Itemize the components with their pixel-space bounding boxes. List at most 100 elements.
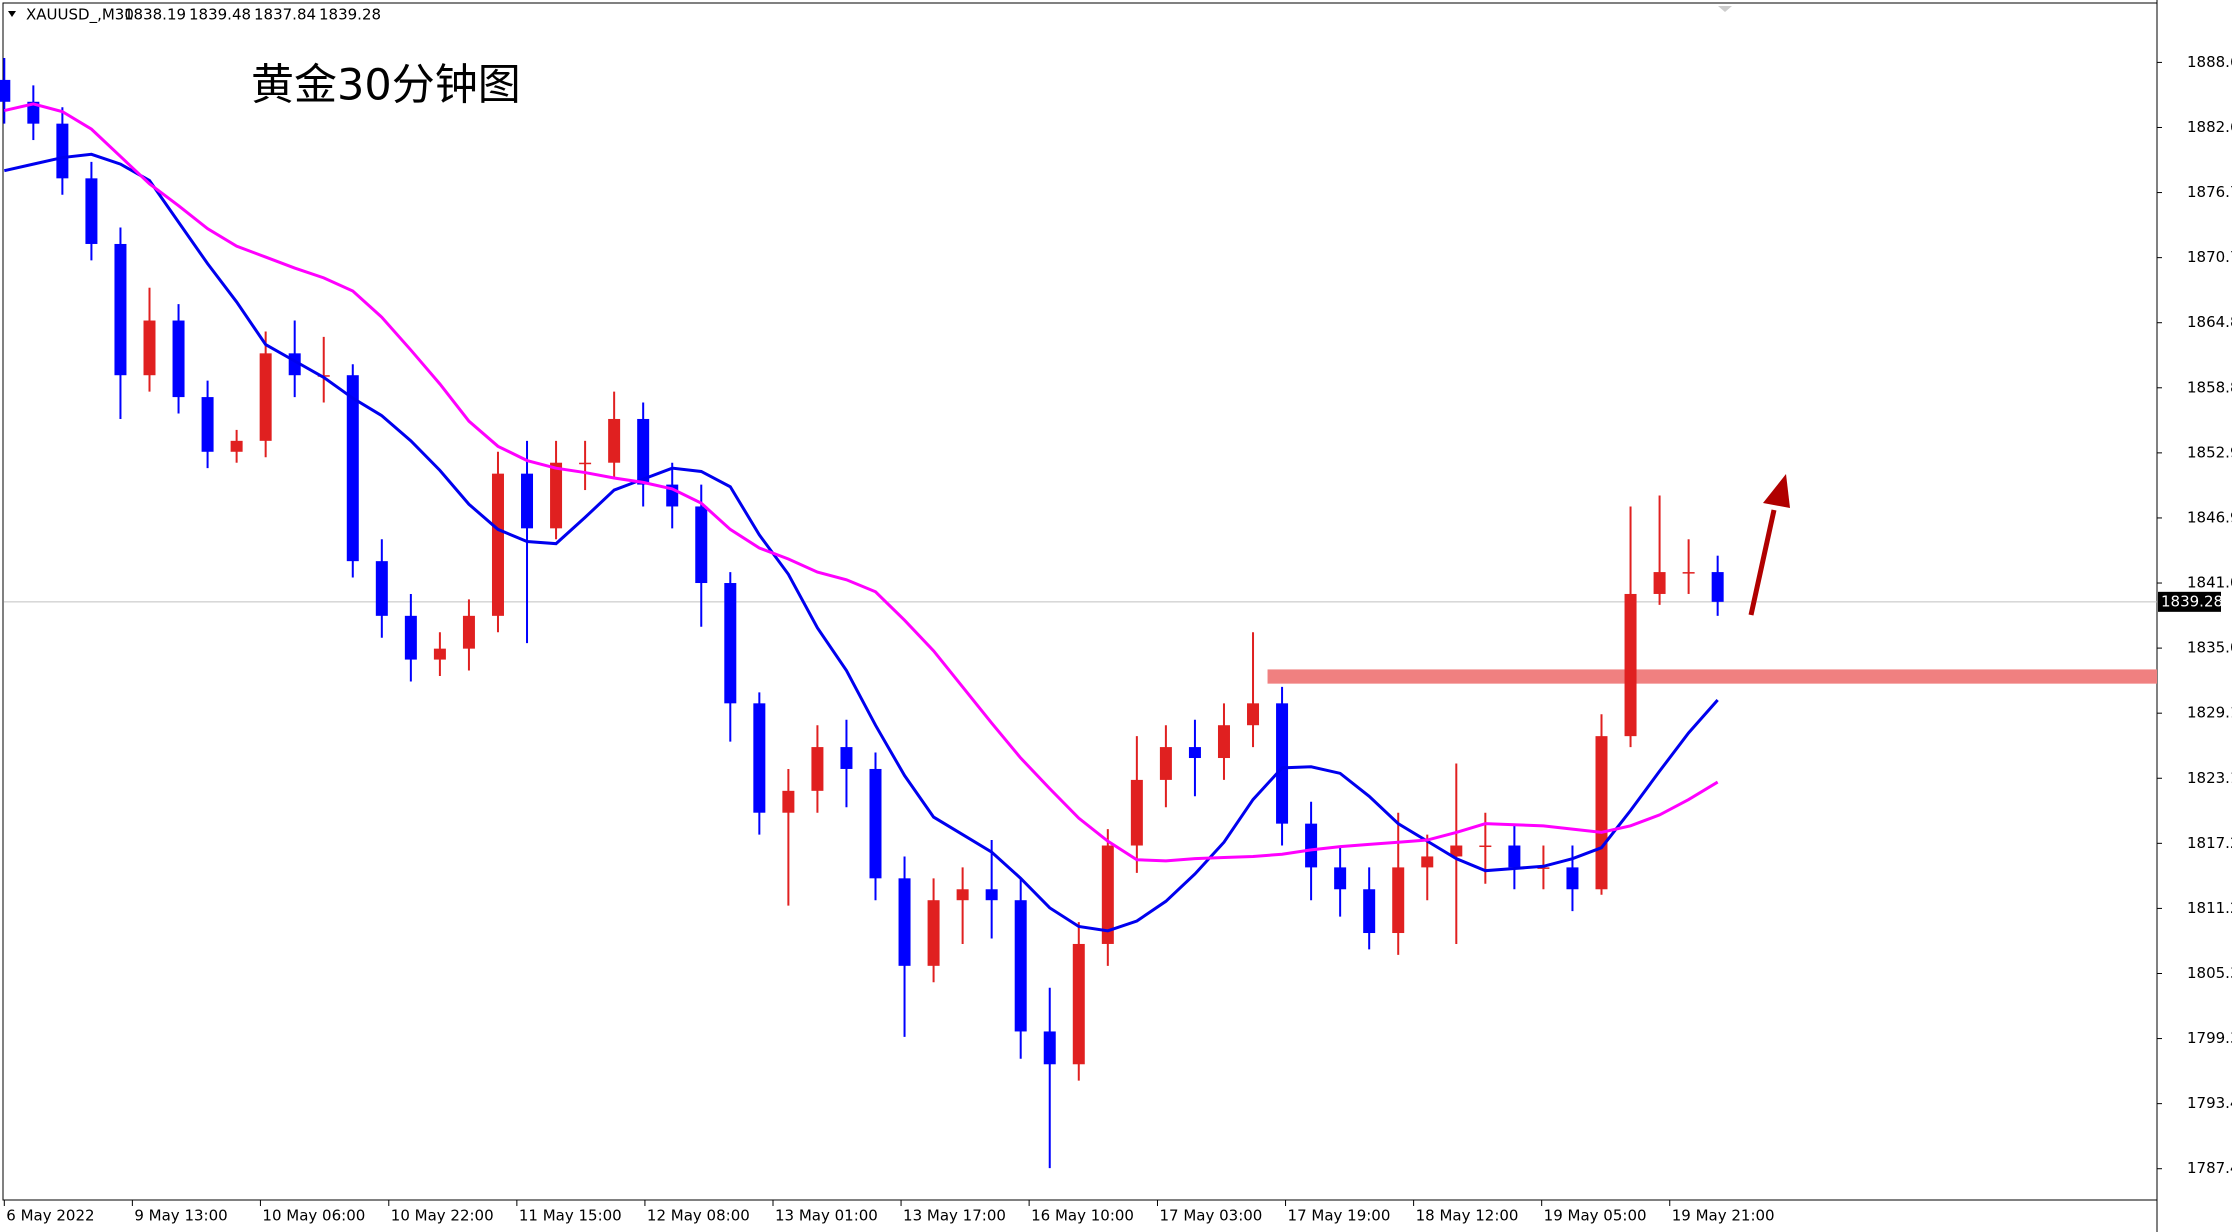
y-tick-label: 1852.90 xyxy=(2187,443,2232,461)
candle-body xyxy=(811,747,824,791)
x-tick-label: 11 May 15:00 xyxy=(519,1207,622,1225)
y-tick-label: 1823.15 xyxy=(2187,769,2232,787)
candle-body xyxy=(1014,900,1027,1032)
candle-body xyxy=(1334,867,1347,890)
x-tick-label: 6 May 2022 xyxy=(6,1207,94,1225)
y-tick-label: 1811.25 xyxy=(2187,899,2232,917)
y-tick-label: 1882.65 xyxy=(2187,118,2232,136)
candle-body xyxy=(1479,845,1492,848)
y-tick-label: 1817.2 xyxy=(2187,834,2232,852)
candle-body xyxy=(201,397,214,452)
candle-body xyxy=(1247,703,1260,726)
menu-triangle xyxy=(8,11,16,17)
candle-body xyxy=(259,353,272,441)
candle-body xyxy=(637,418,650,485)
candle-body xyxy=(1072,943,1085,1065)
x-tick-label: 10 May 22:00 xyxy=(391,1207,494,1225)
candle-body xyxy=(1711,572,1724,602)
current-price-box xyxy=(2158,591,2221,612)
y-tick-label: 1888.60 xyxy=(2187,53,2232,71)
candle-body xyxy=(1188,747,1201,759)
x-tick-label: 18 May 12:00 xyxy=(1416,1207,1519,1225)
y-tick-label: 1846.95 xyxy=(2187,508,2232,526)
candle-body xyxy=(956,889,969,901)
candle-body xyxy=(1217,725,1230,759)
candle-body xyxy=(85,178,98,244)
candle-body xyxy=(404,615,417,660)
candle-body xyxy=(143,320,156,376)
y-tick-label: 1876.7 xyxy=(2187,183,2232,201)
candle-body xyxy=(1421,856,1434,868)
candle-body xyxy=(579,462,592,465)
symbol: XAUUSD_,M30 xyxy=(26,6,134,25)
candle-body xyxy=(1595,736,1608,890)
moving-average xyxy=(3,102,1719,863)
x-tick-label: 16 May 10:00 xyxy=(1031,1207,1134,1225)
arrow-shaft xyxy=(1748,509,1777,616)
candle-body xyxy=(985,889,998,901)
candle-body xyxy=(1566,867,1579,890)
moving-average xyxy=(3,152,1719,933)
header-price: 1837.84 xyxy=(254,6,316,24)
candle-body xyxy=(462,615,475,649)
candle-body xyxy=(1450,845,1463,857)
candle-body xyxy=(840,747,853,769)
x-tick-label: 13 May 17:00 xyxy=(903,1207,1006,1225)
y-tick-label: 1829.10 xyxy=(2187,704,2232,722)
x-tick-label: 17 May 03:00 xyxy=(1159,1207,1262,1225)
candle-body xyxy=(1276,703,1289,824)
y-tick-label: 1799.35 xyxy=(2187,1029,2232,1047)
candle-body xyxy=(753,703,766,813)
y-tick-label: 1787.45 xyxy=(2187,1159,2232,1177)
candle-body xyxy=(1682,572,1695,574)
candle-body xyxy=(927,900,940,966)
candle-body xyxy=(433,648,446,660)
x-tick-label: 12 May 08:00 xyxy=(647,1207,750,1225)
candle-body xyxy=(1624,593,1637,737)
candle-body xyxy=(1159,747,1172,780)
y-tick-label: 1870.75 xyxy=(2187,248,2232,266)
candle-body xyxy=(1101,845,1114,944)
header-price: 1839.48 xyxy=(189,6,251,24)
scroll-marker xyxy=(1718,6,1732,12)
candle-body xyxy=(898,878,911,966)
x-tick-label: 19 May 05:00 xyxy=(1544,1207,1647,1225)
candle-body xyxy=(1392,867,1405,934)
x-tick-label: 19 May 21:00 xyxy=(1672,1207,1775,1225)
candle-body xyxy=(1363,889,1376,934)
candle-body xyxy=(608,418,621,463)
candle-body xyxy=(695,506,708,584)
candle-body xyxy=(1537,867,1550,869)
plot xyxy=(0,58,2157,1169)
y-tick-label: 1864.8 xyxy=(2187,313,2232,331)
candle-body xyxy=(230,440,243,452)
header-price: 1839.28 xyxy=(319,6,381,24)
candle-body xyxy=(724,583,737,704)
y-tick-label: 1835.05 xyxy=(2187,639,2232,657)
candle-body xyxy=(1043,1031,1056,1065)
candle-body xyxy=(1130,779,1143,846)
candle-body xyxy=(1508,845,1521,868)
candle-body xyxy=(172,320,185,398)
y-tick-label: 1841.00 xyxy=(2187,574,2232,592)
candle-body xyxy=(491,473,504,616)
chart-title: 黄金30分钟图 xyxy=(251,61,521,111)
y-tick-label: 1805.30 xyxy=(2187,964,2232,982)
x-tick-label: 10 May 06:00 xyxy=(262,1207,365,1225)
candle-body xyxy=(0,79,11,102)
candle-body xyxy=(521,473,534,529)
current-price-label: 1839.28 xyxy=(2161,592,2223,610)
candle-body xyxy=(782,790,795,813)
candle-body xyxy=(1653,572,1666,594)
candle-body xyxy=(114,243,127,376)
header-price: 1838.19 xyxy=(124,6,186,24)
y-tick-label: 1858.85 xyxy=(2187,378,2232,396)
resistance-zone xyxy=(1267,669,2157,684)
x-tick-label: 13 May 01:00 xyxy=(775,1207,878,1225)
candle-body xyxy=(550,462,563,529)
candle-body xyxy=(1305,823,1318,868)
candle-body xyxy=(375,561,388,616)
x-tick-label: 9 May 13:00 xyxy=(134,1207,227,1225)
